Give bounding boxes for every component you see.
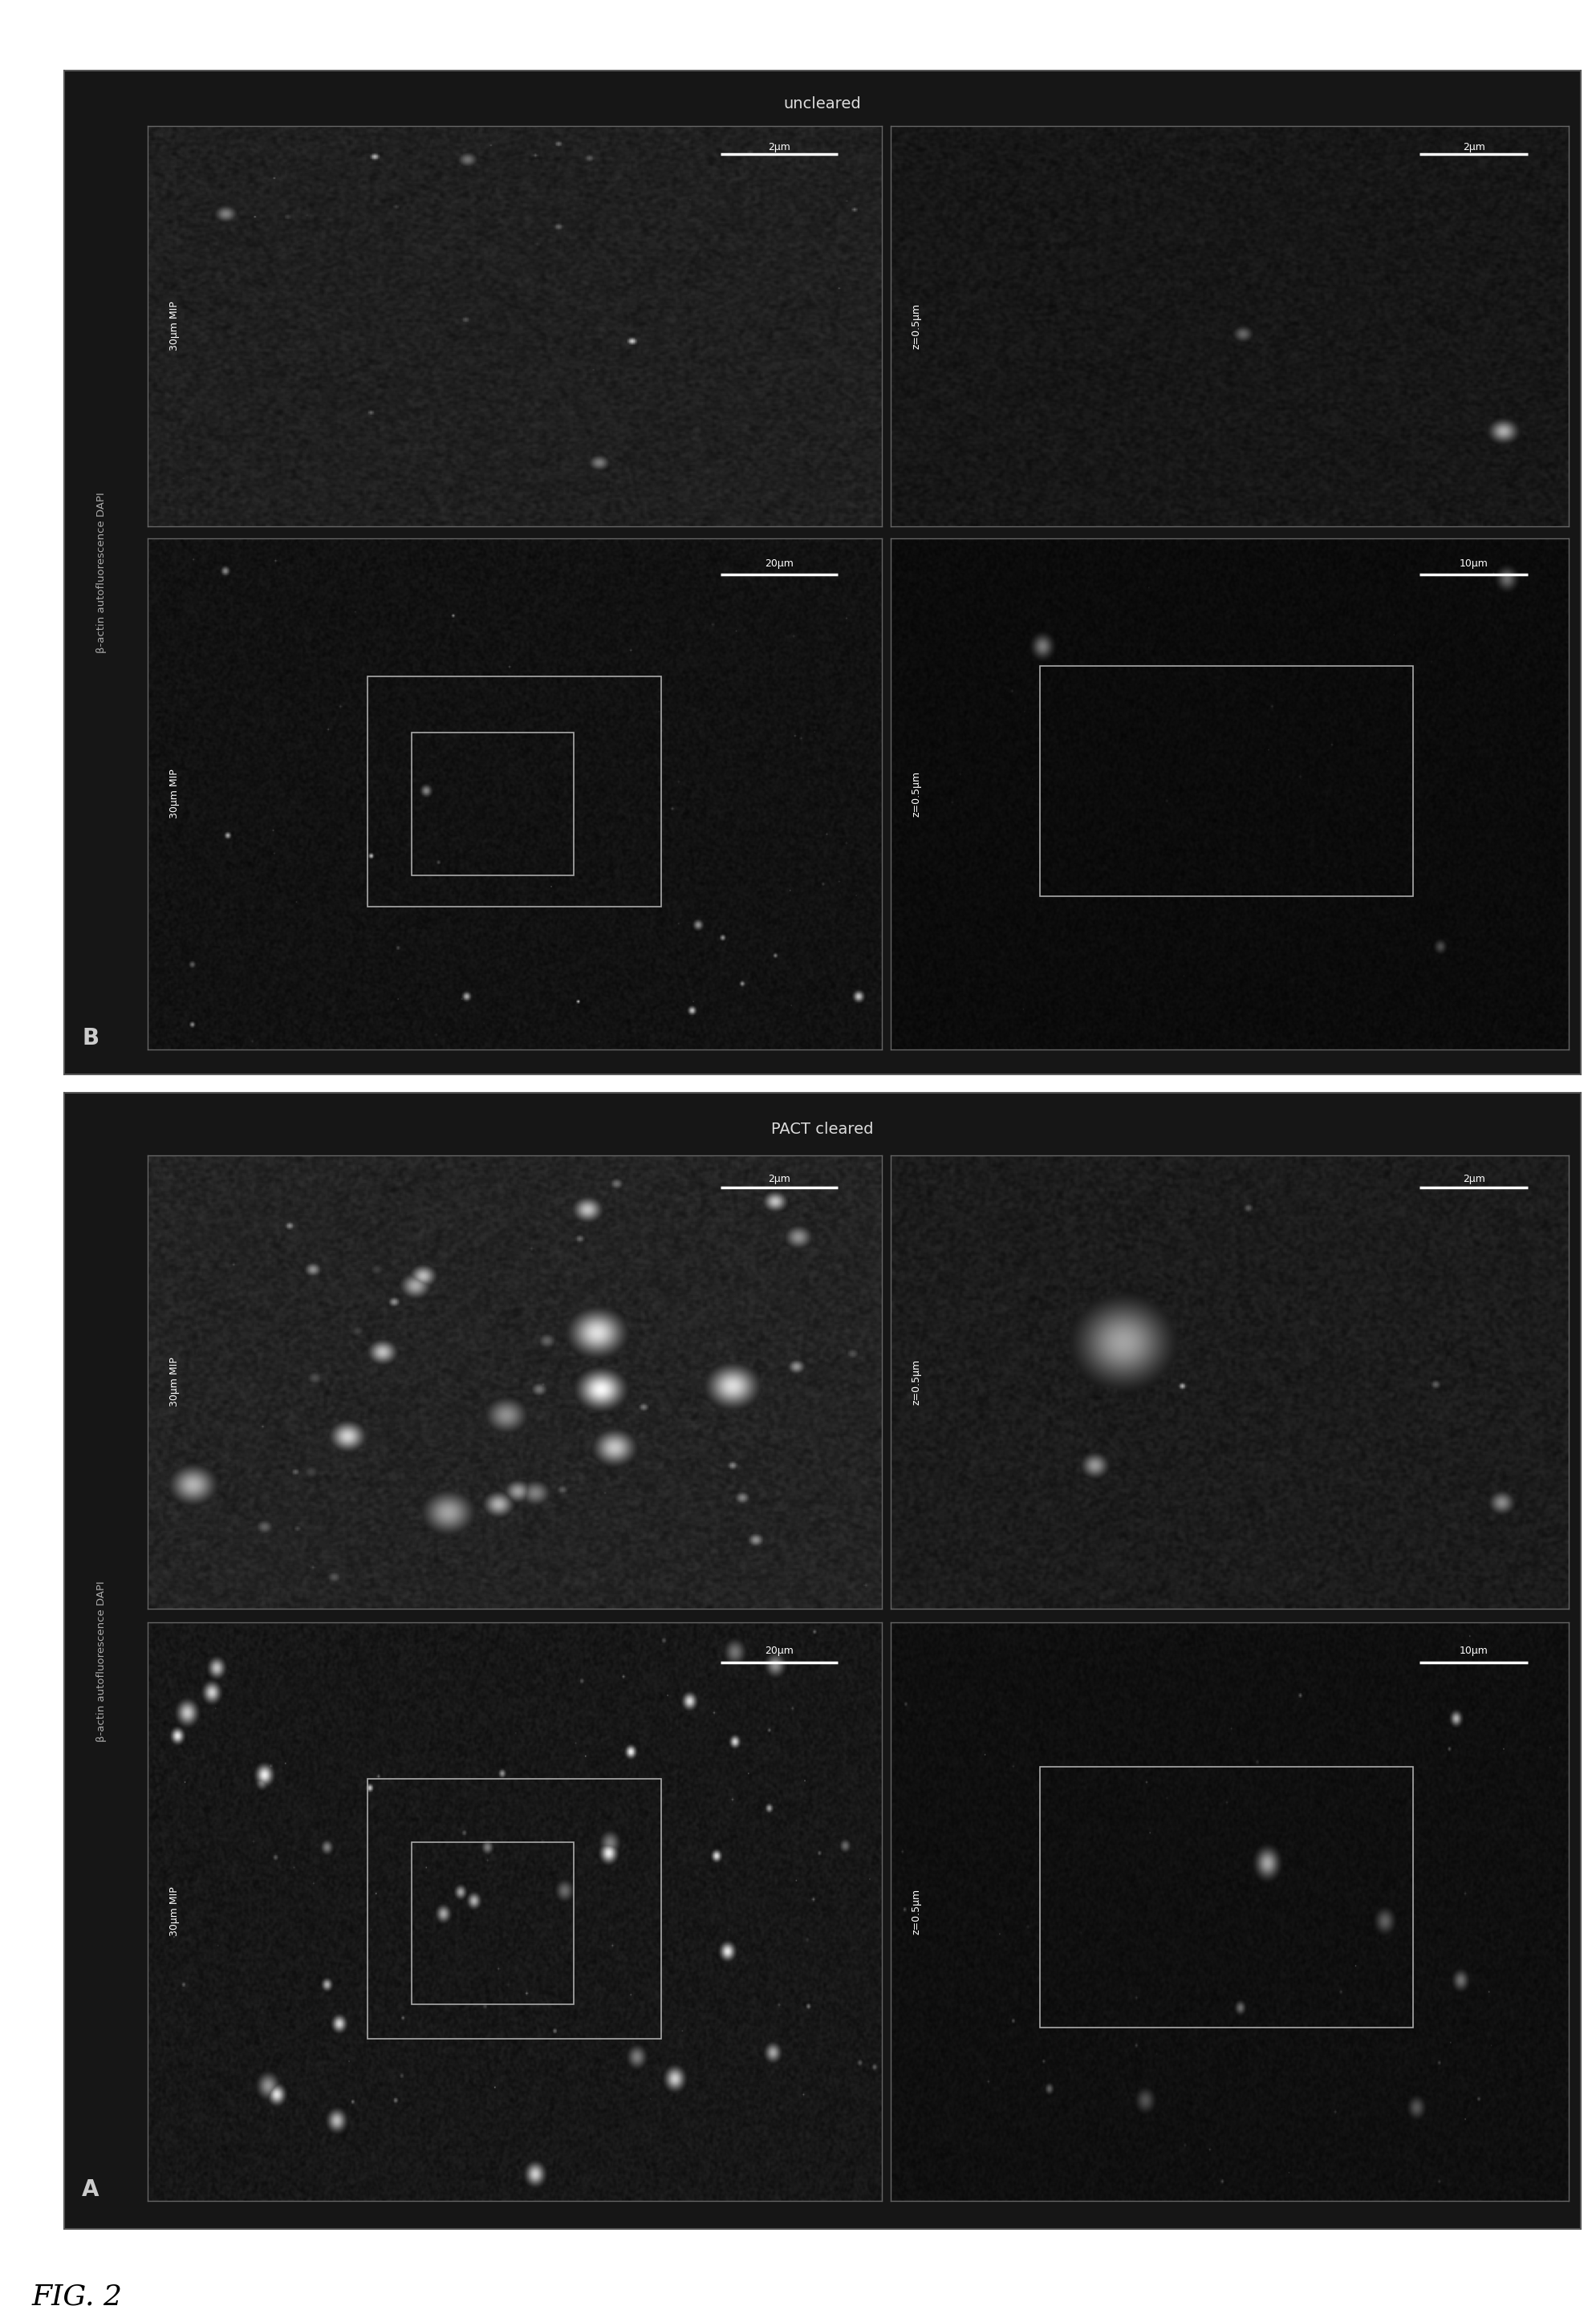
Text: 10μm: 10μm [1459,1646,1487,1656]
Text: A: A [81,2178,99,2201]
Bar [412,731,573,875]
Text: 30μm MIP: 30μm MIP [169,1888,180,1937]
Text: 10μm: 10μm [1459,560,1487,569]
Text: z=0.5μm: z=0.5μm [911,1358,921,1405]
Text: z=0.5μm: z=0.5μm [911,304,921,348]
Text: 30μm MIP: 30μm MIP [169,1358,180,1407]
Text: 2μm: 2μm [1462,1173,1484,1184]
Text: β-actin autofluorescence DAPI: β-actin autofluorescence DAPI [96,1581,107,1742]
Text: 30μm MIP: 30μm MIP [169,302,180,351]
Bar [412,1841,573,2004]
Bar [367,676,661,906]
Text: z=0.5μm: z=0.5μm [911,771,921,817]
Text: z=0.5μm: z=0.5μm [911,1888,921,1934]
Text: 2μm: 2μm [768,1173,790,1184]
Text: PACT cleared: PACT cleared [771,1122,873,1138]
Text: β-actin autofluorescence DAPI: β-actin autofluorescence DAPI [96,492,107,652]
Text: 20μm: 20μm [764,560,793,569]
Text: 2μm: 2μm [768,142,790,153]
Text: 30μm MIP: 30μm MIP [169,769,180,820]
Text: uncleared: uncleared [784,95,860,111]
Bar [1039,666,1412,896]
Text: 20μm: 20μm [764,1646,793,1656]
Text: B: B [81,1026,99,1050]
Text: 2μm: 2μm [1462,142,1484,153]
Text: FIG. 2: FIG. 2 [32,2283,123,2310]
Bar [1039,1767,1412,2027]
Bar [367,1779,661,2039]
